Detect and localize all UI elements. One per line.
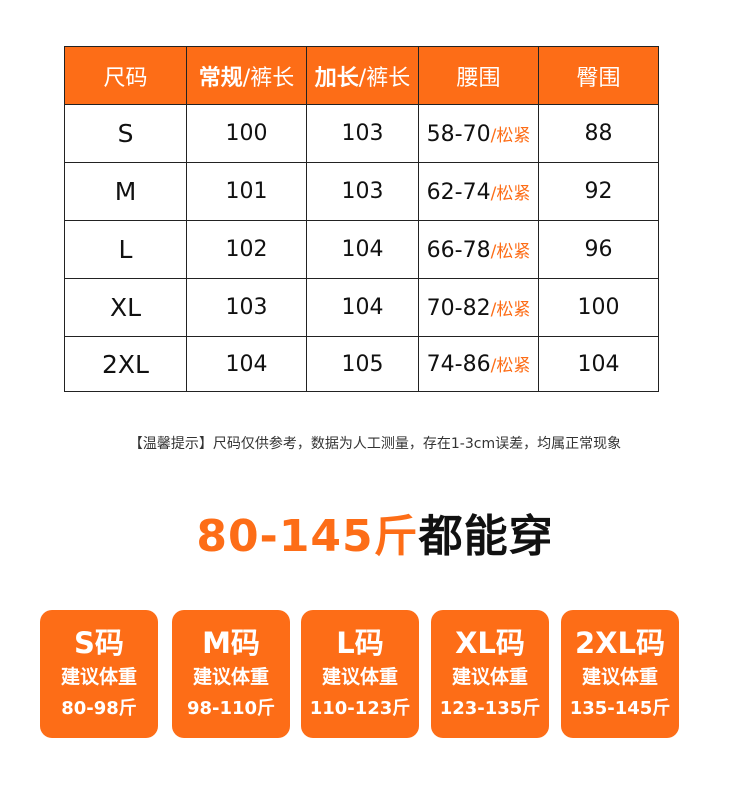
cell-hip: 92	[538, 162, 659, 221]
cell-size: L	[64, 220, 187, 279]
cell-long-length: 103	[306, 104, 419, 163]
headline-range: 80-145斤	[196, 511, 419, 562]
cell-waist: 66-78/松紧	[418, 220, 539, 279]
cell-waist: 74-86/松紧	[418, 336, 539, 392]
cell-regular-length: 104	[186, 336, 307, 392]
table-row: 2XL 104 105 74-86/松紧 104	[64, 336, 659, 392]
card-weight-range: 123-135斤	[439, 698, 541, 719]
cell-size: XL	[64, 278, 187, 337]
tight-label: /松紧	[490, 125, 531, 146]
size-table: 尺码 常规/裤长 加长/裤长 腰围 臀围 S 100 103 58-70/松紧 88 M 1…	[64, 46, 659, 392]
table-row: S 100 103 58-70/松紧 88	[64, 104, 659, 163]
waist-value: 66-78	[426, 237, 491, 263]
cell-waist: 62-74/松紧	[418, 162, 539, 221]
waist-value: 58-70	[426, 121, 491, 147]
tight-label: /松紧	[490, 183, 531, 204]
card-label: 建议体重	[451, 666, 528, 688]
cell-hip: 96	[538, 220, 659, 279]
cell-size: M	[64, 162, 187, 221]
cell-waist: 70-82/松紧	[418, 278, 539, 337]
cell-waist: 58-70/松紧	[418, 104, 539, 163]
table-row: M 101 103 62-74/松紧 92	[64, 162, 659, 221]
tight-label: /松紧	[490, 356, 531, 376]
card-title: 2XL码	[574, 626, 666, 660]
cell-size: S	[64, 104, 187, 163]
card-weight-range: 135-145斤	[569, 698, 671, 719]
size-card: 2XL码建议体重 135-145斤	[561, 610, 679, 738]
card-title: XL码	[455, 626, 525, 660]
card-title: M码	[202, 626, 260, 660]
card-label: 建议体重	[321, 666, 398, 688]
cell-long-length: 105	[306, 336, 419, 392]
header-hip: 臀围	[538, 46, 659, 105]
card-label: 建议体重	[192, 666, 269, 688]
cell-hip: 100	[538, 278, 659, 337]
cell-size: 2XL	[64, 336, 187, 392]
header-regular-length: 常规/裤长	[186, 46, 307, 105]
cell-hip: 104	[538, 336, 659, 392]
card-weight-range: 110-123斤	[309, 698, 411, 719]
table-row: L 102 104 66-78/松紧 96	[64, 220, 659, 279]
card-title: L码	[336, 626, 384, 660]
table-header: 尺码 常规/裤长 加长/裤长 腰围 臀围	[64, 46, 659, 105]
cell-long-length: 103	[306, 162, 419, 221]
tight-label: /松紧	[490, 299, 531, 320]
size-card: M码建议体重 98-110斤	[172, 610, 290, 738]
cell-regular-length: 103	[186, 278, 307, 337]
waist-value: 62-74	[426, 179, 491, 205]
card-label: 建议体重	[581, 666, 658, 688]
card-title: S码	[74, 626, 124, 660]
tip-text: 【温馨提示】尺码仅供参考，数据为人工测量，存在1-3cm误差，均属正常现象	[128, 436, 622, 452]
cell-long-length: 104	[306, 278, 419, 337]
size-card: L码建议体重 110-123斤	[301, 610, 419, 738]
cell-regular-length: 102	[186, 220, 307, 279]
waist-value: 74-86	[426, 352, 491, 377]
header-size: 尺码	[64, 46, 187, 105]
header-long-length: 加长/裤长	[306, 46, 419, 105]
waist-value: 70-82	[426, 295, 491, 321]
size-card: S码建议体重 80-98斤	[40, 610, 158, 738]
cell-regular-length: 100	[186, 104, 307, 163]
cell-hip: 88	[538, 104, 659, 163]
headline-text: 都能穿	[418, 511, 554, 562]
card-weight-range: 80-98斤	[61, 698, 137, 719]
tight-label: /松紧	[490, 241, 531, 262]
card-weight-range: 98-110斤	[186, 698, 276, 719]
size-card: XL码建议体重 123-135斤	[431, 610, 549, 738]
card-label: 建议体重	[60, 666, 137, 688]
header-waist: 腰围	[418, 46, 539, 105]
cell-long-length: 104	[306, 220, 419, 279]
table-row: XL 103 104 70-82/松紧 100	[64, 278, 659, 337]
cell-regular-length: 101	[186, 162, 307, 221]
headline: 80-145斤都能穿	[0, 500, 750, 564]
